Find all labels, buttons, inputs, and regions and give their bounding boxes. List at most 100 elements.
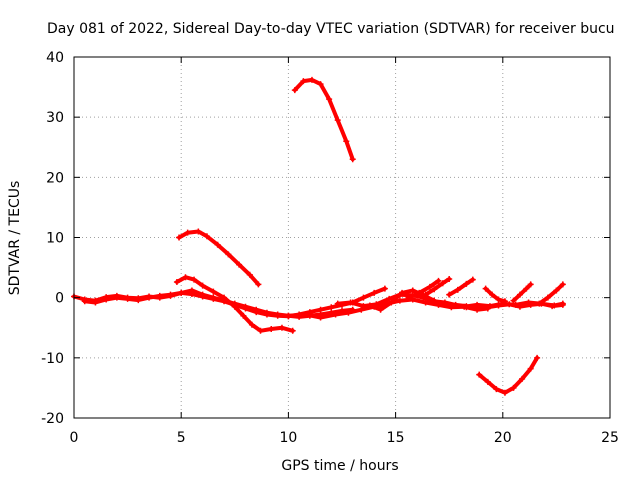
- y-tick-label: 10: [46, 231, 64, 247]
- data-point: [289, 327, 296, 334]
- data-point: [559, 281, 566, 288]
- data-point: [182, 274, 189, 281]
- grid: [74, 57, 610, 418]
- data-point: [435, 277, 442, 284]
- data-point: [332, 311, 339, 318]
- data-point: [257, 327, 264, 334]
- data-point: [396, 297, 403, 304]
- data-point: [463, 280, 470, 287]
- data-point: [334, 300, 341, 307]
- data-point: [360, 294, 367, 301]
- data-point: [135, 297, 142, 304]
- data-point: [386, 295, 393, 302]
- y-tick-label: 20: [46, 170, 64, 186]
- data-point: [146, 294, 153, 301]
- data-point: [214, 241, 221, 248]
- series-line: [286, 297, 565, 320]
- data-point: [527, 281, 534, 288]
- data-point: [343, 138, 350, 145]
- data-point: [510, 297, 517, 304]
- x-tick-label: 15: [387, 430, 405, 446]
- data-point: [263, 311, 270, 318]
- data-point: [191, 276, 198, 283]
- data-point: [416, 289, 423, 296]
- data-point: [482, 285, 489, 292]
- series-track-i: [405, 277, 442, 301]
- data-point: [519, 375, 526, 382]
- data-point: [405, 294, 412, 301]
- series-line: [177, 229, 261, 287]
- data-point: [360, 303, 367, 310]
- series-track-j: [422, 276, 453, 298]
- data-point: [236, 261, 243, 268]
- data-point: [527, 301, 534, 308]
- data-point: [506, 301, 513, 308]
- data-point: [349, 156, 356, 163]
- data-point: [510, 384, 517, 391]
- data-point: [358, 306, 365, 313]
- data-point: [534, 354, 541, 361]
- data-point: [345, 309, 352, 316]
- data-point: [255, 281, 262, 288]
- data-point: [210, 288, 217, 295]
- y-tick-label: 0: [55, 291, 64, 307]
- data-point: [221, 294, 228, 301]
- data-point: [549, 303, 556, 310]
- data-point: [399, 289, 406, 296]
- series-track-c: [173, 274, 296, 334]
- data-point: [544, 294, 551, 301]
- series-line: [483, 286, 507, 304]
- data-point: [326, 96, 333, 103]
- series-track-m: [510, 281, 534, 304]
- data-point: [431, 286, 438, 293]
- series-track-l: [482, 285, 508, 305]
- data-point: [167, 291, 174, 298]
- data-point: [81, 298, 88, 305]
- series-track-n: [536, 281, 566, 307]
- data-point: [268, 325, 275, 332]
- y-tick-label: 40: [46, 50, 64, 66]
- data-point: [469, 276, 476, 283]
- data-point: [501, 389, 508, 396]
- x-tick-label: 0: [70, 430, 79, 446]
- y-axis: -20 -10 0 10 20 30 40: [41, 50, 610, 427]
- data-point: [92, 299, 99, 306]
- data-point: [231, 303, 238, 310]
- data-point: [454, 286, 461, 293]
- data-point: [199, 293, 206, 300]
- data-point: [484, 305, 491, 312]
- data-point: [516, 291, 523, 298]
- data-point: [381, 285, 388, 292]
- data-point: [366, 302, 373, 309]
- x-axis-label: GPS time / hours: [281, 458, 398, 474]
- data-point: [317, 306, 324, 313]
- data-point: [302, 311, 309, 318]
- data-point: [523, 285, 530, 292]
- data-point: [328, 304, 335, 311]
- data-point: [334, 117, 341, 124]
- data-point: [317, 314, 324, 321]
- series-line: [406, 278, 441, 300]
- series-track-d: [176, 228, 262, 288]
- data-point: [431, 297, 438, 304]
- data-point: [446, 291, 453, 298]
- data-point: [439, 280, 446, 287]
- data-point: [347, 299, 354, 306]
- data-point: [426, 283, 433, 290]
- data-point: [516, 303, 523, 310]
- series-track-k: [446, 276, 476, 298]
- data-point: [441, 301, 448, 308]
- data-point: [495, 296, 502, 303]
- data-point: [195, 228, 202, 235]
- series-line: [537, 282, 565, 306]
- data-point: [501, 298, 508, 305]
- data-point: [178, 289, 185, 296]
- data-point: [103, 296, 110, 303]
- data-point: [300, 78, 307, 85]
- y-tick-label: -20: [41, 411, 64, 427]
- data-point: [124, 295, 131, 302]
- data-point: [225, 251, 232, 258]
- data-point: [495, 302, 502, 309]
- x-tick-label: 20: [494, 430, 512, 446]
- data-point: [371, 289, 378, 296]
